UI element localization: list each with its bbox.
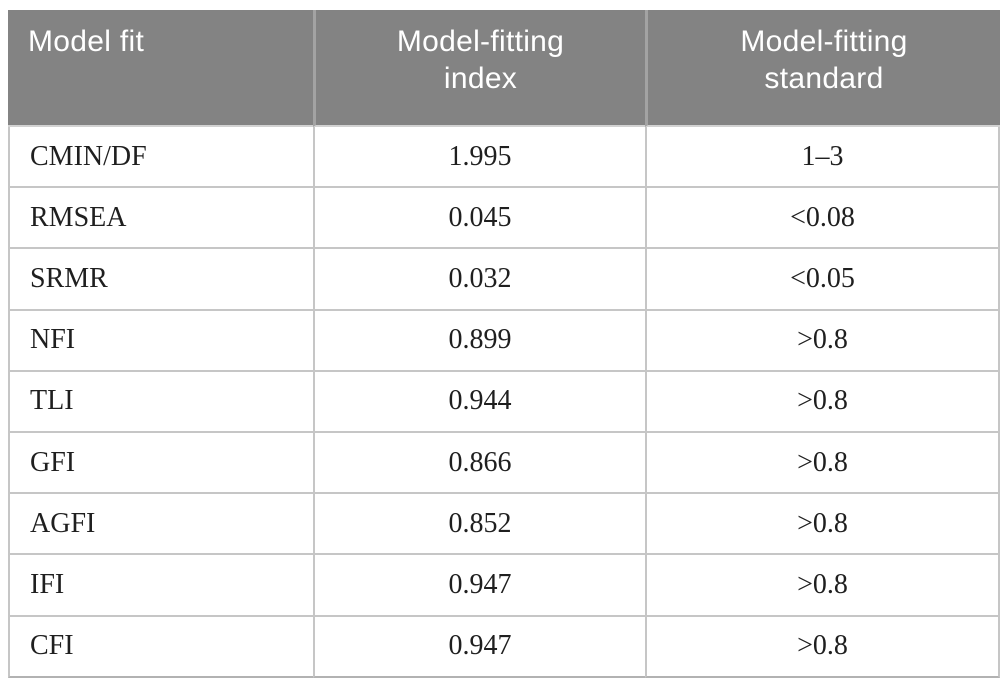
table-row: RMSEA 0.045 <0.08 (8, 188, 1000, 250)
table-row: CMIN/DF 1.995 1–3 (8, 127, 1000, 189)
model-fit-table: Model fit Model-fitting index Model-fitt… (8, 10, 1000, 678)
standard-value-cell: >0.8 (645, 616, 1000, 678)
table-header: Model fit Model-fitting index Model-fitt… (8, 10, 1000, 127)
header-row: Model fit Model-fitting index Model-fitt… (8, 10, 1000, 127)
row-label-cell: IFI (8, 555, 313, 617)
row-label-cell: CMIN/DF (8, 127, 313, 189)
row-label-cell: TLI (8, 371, 313, 433)
standard-value-cell: >0.8 (645, 494, 1000, 556)
table-row: SRMR 0.032 <0.05 (8, 249, 1000, 311)
row-label-cell: CFI (8, 616, 313, 678)
index-value-cell: 0.899 (313, 310, 645, 372)
standard-value-cell: >0.8 (645, 310, 1000, 372)
header-label: Model fit (28, 25, 145, 58)
index-value-cell: 1.995 (313, 127, 645, 189)
table-body: CMIN/DF 1.995 1–3 RMSEA 0.045 <0.08 SRMR… (8, 127, 1000, 678)
standard-value-cell: >0.8 (645, 555, 1000, 617)
row-label-cell: SRMR (8, 249, 313, 311)
header-cell-model-fitting-index: Model-fitting index (313, 10, 645, 127)
header-cell-model-fit: Model fit (8, 10, 313, 127)
index-value-cell: 0.866 (313, 432, 645, 495)
row-label-cell: GFI (8, 432, 313, 495)
index-value-cell: 0.045 (313, 188, 645, 250)
index-value-cell: 0.944 (313, 371, 645, 433)
header-cell-model-fitting-standard: Model-fitting standard (645, 10, 1000, 127)
header-label: Model-fitting index (396, 25, 565, 95)
row-label-cell: NFI (8, 310, 313, 372)
table-row: NFI 0.899 >0.8 (8, 310, 1000, 372)
index-value-cell: 0.032 (313, 249, 645, 311)
table-row: AGFI 0.852 >0.8 (8, 494, 1000, 556)
table-row: IFI 0.947 >0.8 (8, 555, 1000, 617)
index-value-cell: 0.852 (313, 494, 645, 556)
table-row: GFI 0.866 >0.8 (8, 432, 1000, 495)
standard-value-cell: >0.8 (645, 432, 1000, 495)
standard-value-cell: 1–3 (645, 127, 1000, 189)
standard-value-cell: <0.05 (645, 249, 1000, 311)
table-row: CFI 0.947 >0.8 (8, 616, 1000, 678)
table-row: TLI 0.944 >0.8 (8, 371, 1000, 433)
header-label: Model-fitting standard (740, 25, 908, 95)
index-value-cell: 0.947 (313, 555, 645, 617)
row-label-cell: RMSEA (8, 188, 313, 250)
standard-value-cell: <0.08 (645, 188, 1000, 250)
row-label-cell: AGFI (8, 494, 313, 556)
standard-value-cell: >0.8 (645, 371, 1000, 433)
index-value-cell: 0.947 (313, 616, 645, 678)
